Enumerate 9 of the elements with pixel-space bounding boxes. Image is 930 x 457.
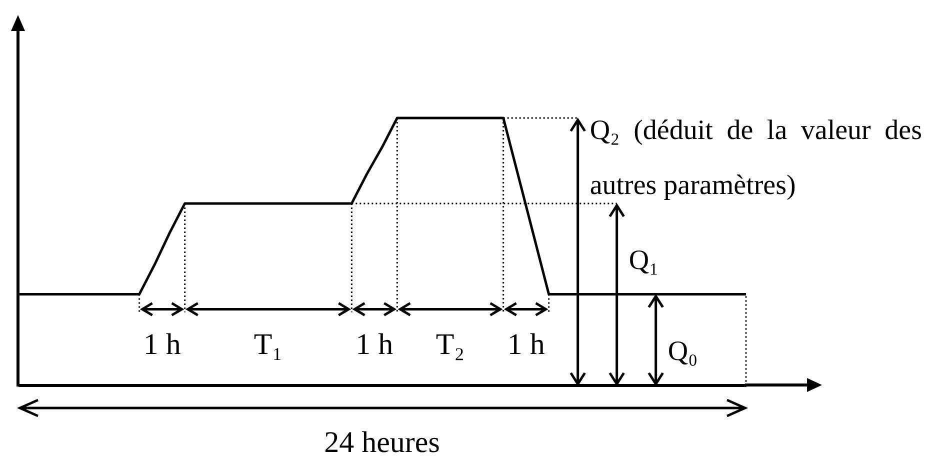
annotation: Q₁ bbox=[628, 244, 660, 278]
annotation: 1 h bbox=[507, 328, 545, 362]
annotation: 1 h bbox=[143, 328, 181, 362]
annotation: 1 h bbox=[356, 328, 394, 362]
annotation: Q₂ (déduit de la valeur des autres paramètres) bbox=[590, 114, 922, 203]
text: 24 heures bbox=[324, 426, 440, 457]
annotation: T₁ bbox=[254, 328, 283, 362]
annotation: Q₀ bbox=[668, 335, 699, 370]
annotation: T₂ bbox=[436, 328, 465, 362]
